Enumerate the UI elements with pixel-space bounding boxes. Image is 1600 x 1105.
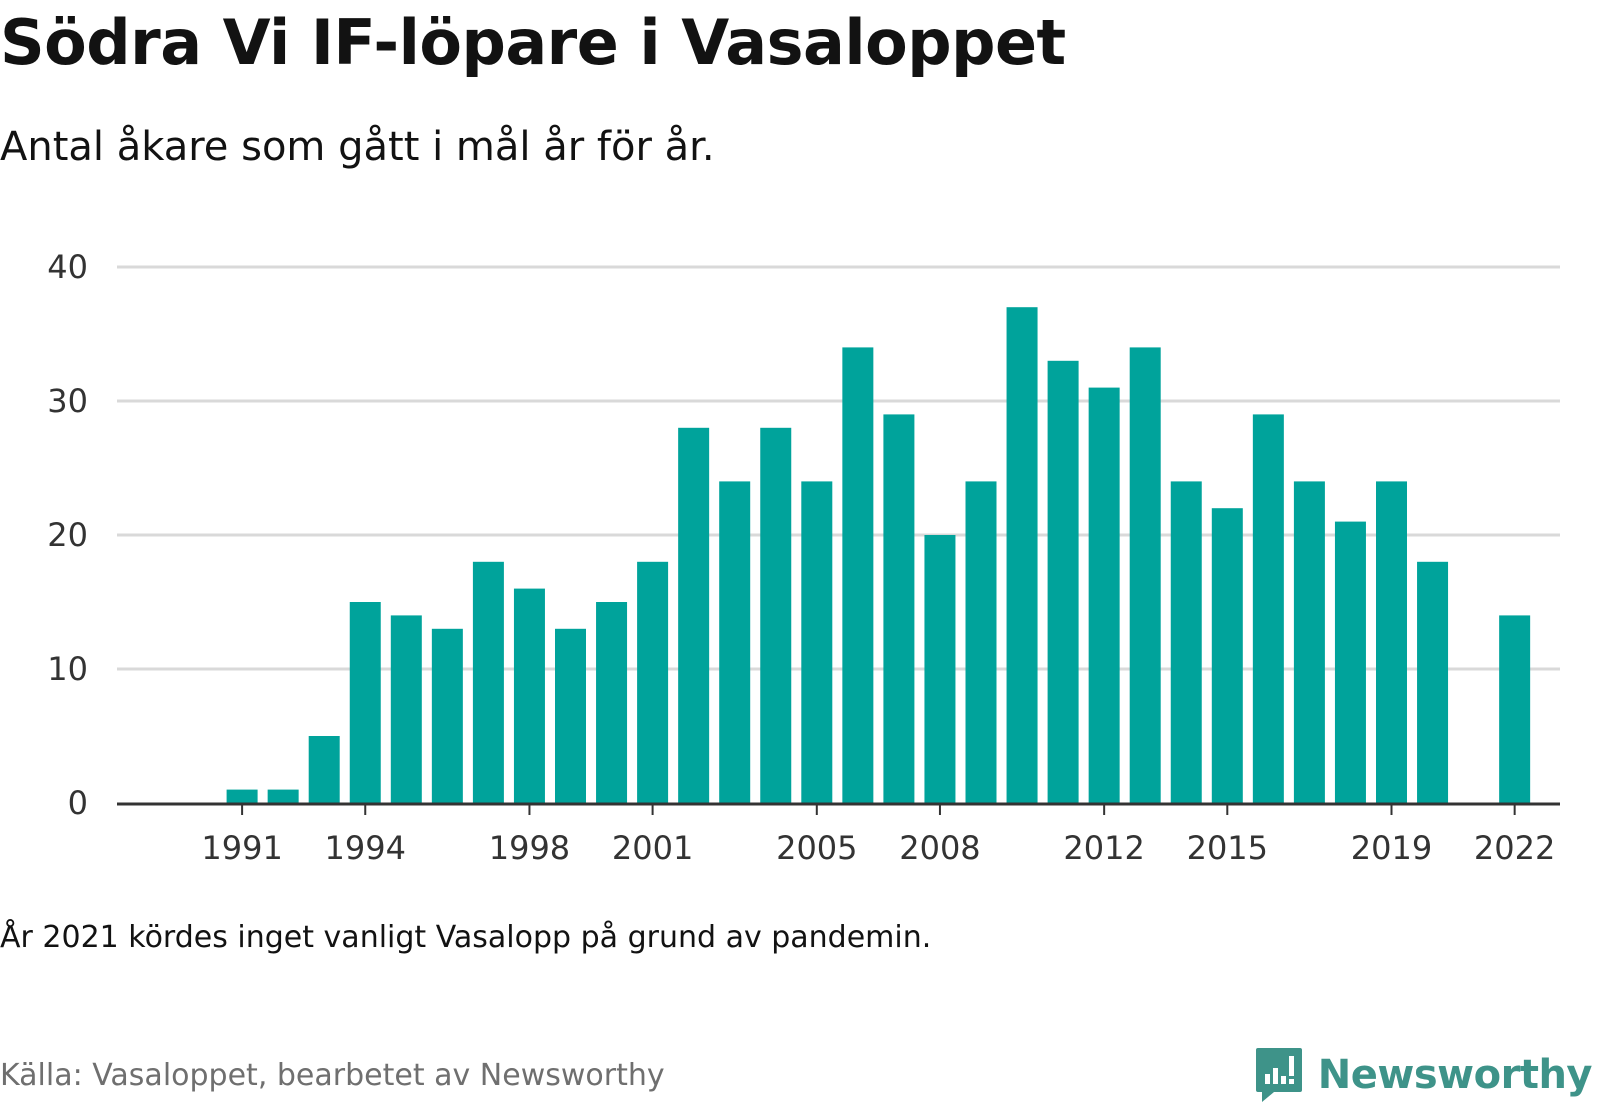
x-tick-label: 2012	[1063, 829, 1144, 867]
bar-1994	[349, 602, 381, 803]
chart-subtitle: Antal åkare som gått i mål år för år.	[0, 124, 715, 170]
x-tick-label: 2019	[1351, 829, 1432, 867]
y-tick-label: 40	[47, 248, 88, 286]
bars	[226, 307, 1531, 803]
bar-1995	[390, 615, 422, 803]
bar-2004	[760, 427, 792, 803]
bar-2017	[1293, 481, 1325, 803]
bar-2005	[801, 481, 833, 803]
bar-2020	[1417, 561, 1449, 803]
bar-1996	[431, 628, 463, 803]
source-text: Källa: Vasaloppet, bearbetet av Newswort…	[0, 1058, 665, 1093]
y-tick-label: 20	[47, 516, 88, 554]
bar-2000	[596, 602, 628, 803]
x-axis: 1991 1994 1998 2001 2005 2008 2012 2015 2019 2022	[117, 802, 1560, 867]
x-tick-label: 1994	[325, 829, 406, 867]
chart-title: Södra Vi IF-löpare i Vasaloppet	[0, 6, 1066, 79]
brand-logo: Newsworthy	[1254, 1045, 1593, 1105]
y-tick-label: 10	[47, 650, 88, 688]
bar-1993	[308, 736, 340, 803]
brand-name: Newsworthy	[1317, 1052, 1593, 1098]
bar-2002	[678, 427, 710, 803]
bar-2006	[842, 347, 874, 803]
x-tick-label: 2001	[612, 829, 693, 867]
bar-1997	[472, 561, 504, 803]
bar-2009	[965, 481, 997, 803]
x-tick-label: 2008	[899, 829, 980, 867]
bar-2007	[883, 414, 915, 803]
x-tick-label: 1991	[201, 829, 282, 867]
bar-2022	[1499, 615, 1531, 803]
bar-1992	[267, 789, 299, 803]
bar-2019	[1376, 481, 1407, 803]
bar-2015	[1211, 508, 1243, 803]
bar-1999	[555, 628, 586, 803]
newsworthy-logo-icon	[1255, 1048, 1302, 1102]
y-axis-ticks: 0 10 20 30 40	[47, 248, 88, 822]
bar-2014	[1170, 481, 1202, 803]
bar-chart: 0 10 20 30 40 1991 1994 1998 2001 2005 2008 2012 20…	[47, 248, 1560, 867]
chart-note: År 2021 kördes inget vanligt Vasalopp på…	[0, 920, 932, 955]
bar-2016	[1252, 414, 1284, 803]
bar-2001	[637, 561, 669, 803]
bar-1991	[226, 789, 258, 803]
x-tick-label: 1998	[489, 829, 570, 867]
bar-1998	[513, 588, 545, 803]
bar-2003	[719, 481, 751, 803]
bar-2010	[1006, 307, 1038, 803]
bar-2008	[924, 535, 956, 803]
bar-2012	[1088, 387, 1120, 803]
x-tick-label: 2015	[1187, 829, 1268, 867]
x-tick-label: 2005	[776, 829, 857, 867]
y-tick-label: 0	[68, 784, 88, 822]
bar-2013	[1129, 347, 1161, 803]
x-tick-label: 2022	[1474, 829, 1555, 867]
bar-2018	[1334, 521, 1366, 803]
y-tick-label: 30	[47, 382, 88, 420]
bar-2011	[1047, 360, 1079, 803]
